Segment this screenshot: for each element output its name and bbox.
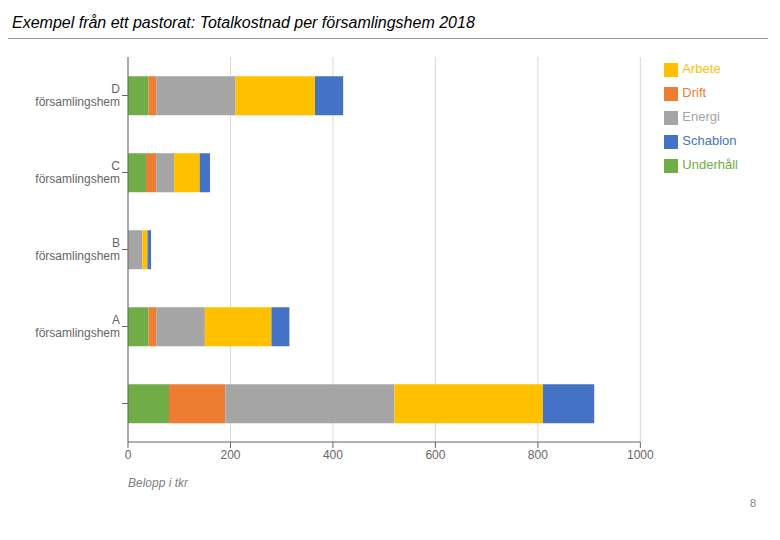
svg-text:600: 600: [425, 448, 445, 462]
svg-text:200: 200: [220, 448, 240, 462]
html-text:Drift: Drift: [682, 85, 707, 100]
svg-text:Aförsamlingshem: Aförsamlingshem: [35, 313, 120, 340]
svg-text:0: 0: [125, 448, 132, 462]
svg-text:Belopp i tkr: Belopp i tkr: [128, 476, 189, 490]
html-text:Underhåll: Underhåll: [682, 157, 738, 172]
svg-text:800: 800: [528, 448, 548, 462]
html-text:Arbete: Arbete: [682, 61, 721, 76]
html-text:Schablon: Schablon: [682, 133, 737, 148]
svg-text:Cförsamlingshem: Cförsamlingshem: [35, 159, 120, 186]
svg-text:Bförsamlingshem: Bförsamlingshem: [35, 236, 120, 263]
svg-text:400: 400: [323, 448, 343, 462]
html-text:8: 8: [749, 497, 756, 509]
html-text:Exempel från ett pastorat: Tot: Exempel från ett pastorat: Totalkostnad …: [12, 14, 475, 31]
svg-text:1000: 1000: [627, 448, 654, 462]
html-text:Energi: Energi: [682, 109, 720, 124]
svg-text:Dförsamlingshem: Dförsamlingshem: [35, 82, 120, 109]
